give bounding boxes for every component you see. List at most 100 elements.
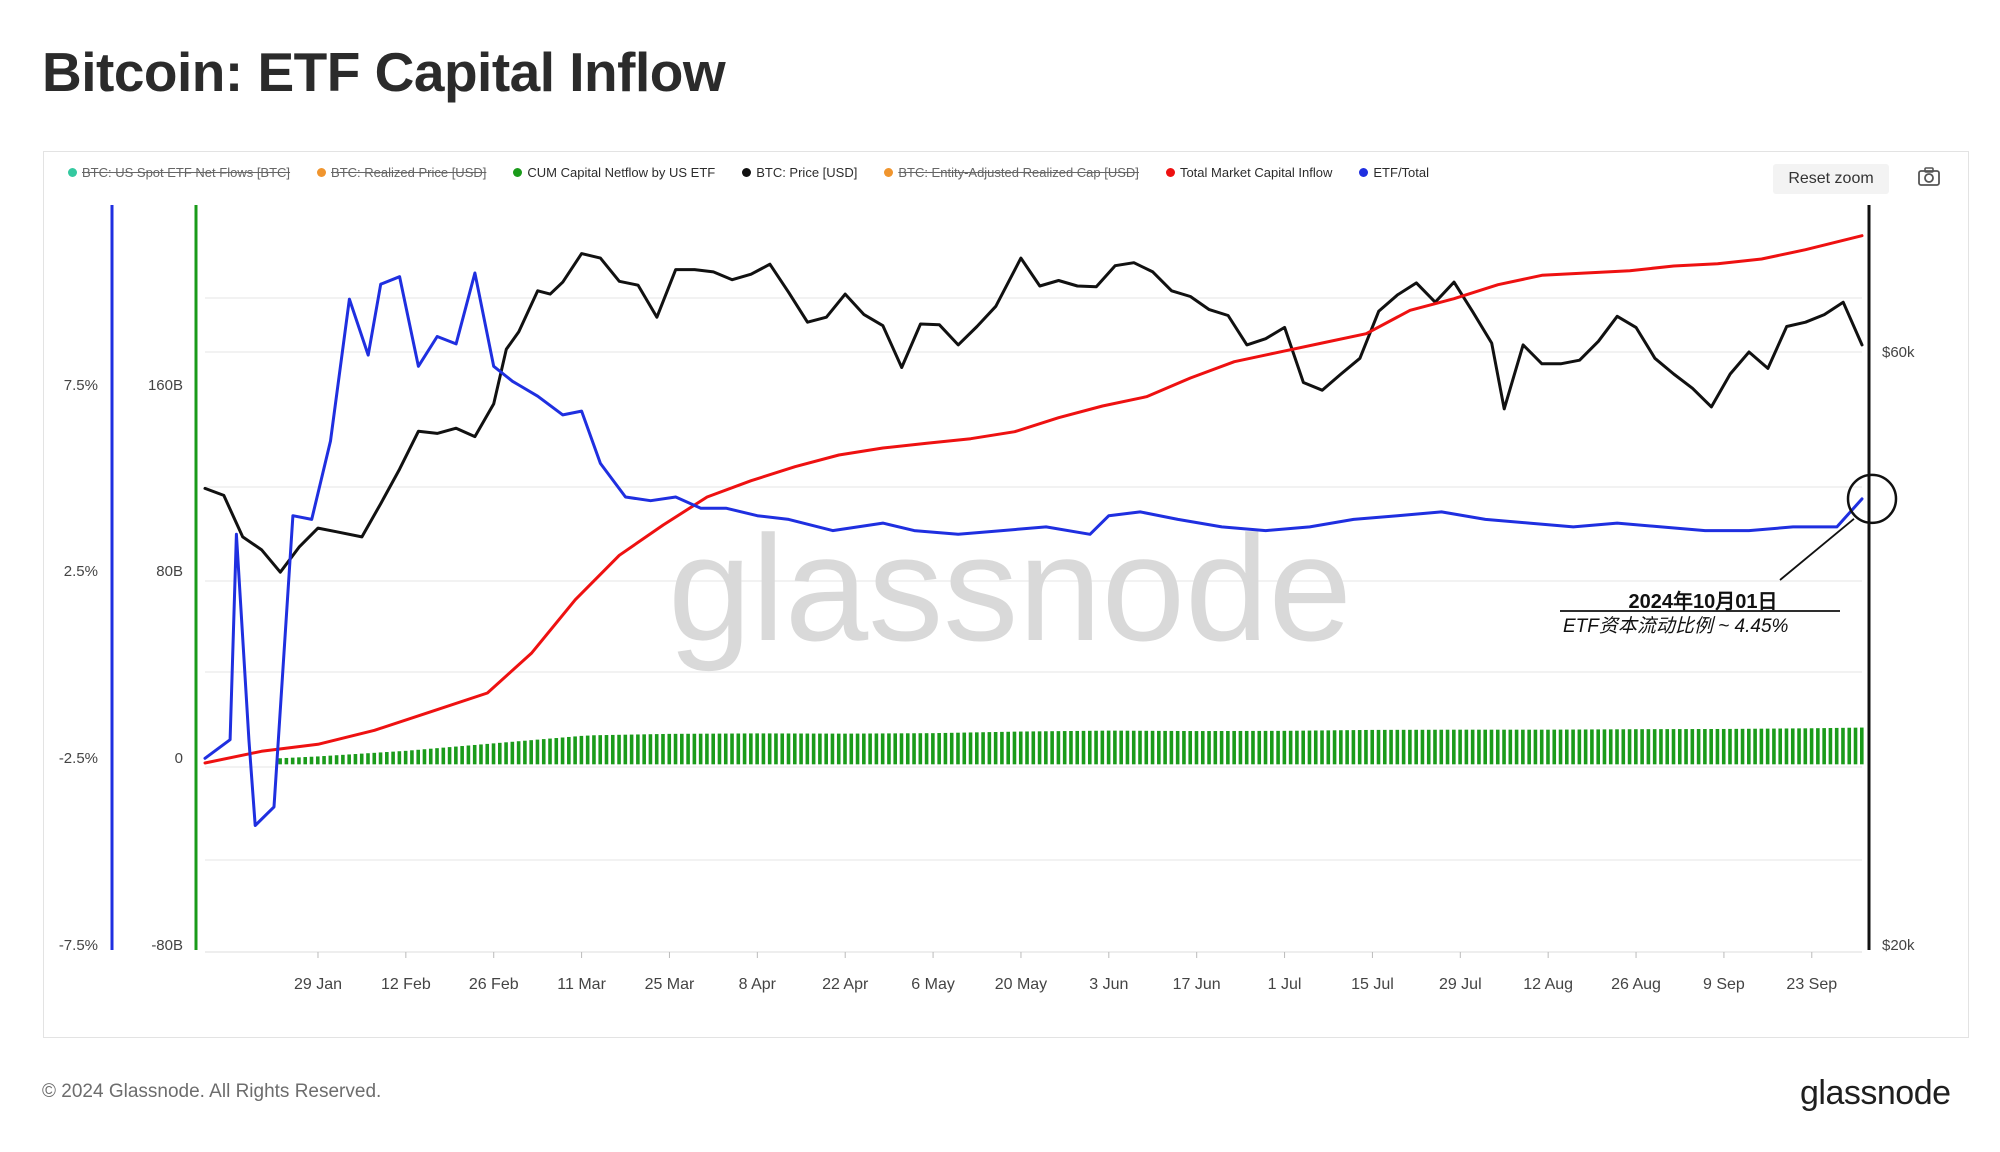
etf-netflow-bar [824, 733, 828, 765]
etf-netflow-bar [523, 740, 527, 765]
etf-netflow-bar [410, 750, 414, 765]
etf-netflow-bar [366, 753, 370, 765]
etf-netflow-bar [755, 733, 759, 765]
legend-item[interactable]: Total Market Capital Inflow [1165, 164, 1333, 180]
etf-netflow-bar [749, 733, 753, 765]
etf-netflow-bar [1182, 731, 1186, 765]
etf-netflow-bar [849, 733, 854, 765]
etf-netflow-bar [1106, 730, 1111, 765]
etf-netflow-bar [1577, 729, 1582, 765]
etf-netflow-bar [1433, 729, 1437, 765]
btc-price-line [203, 252, 1864, 574]
etf-netflow-bar [1370, 729, 1375, 765]
etf-netflow-bar [1018, 731, 1023, 765]
etf-netflow-bar [830, 733, 835, 765]
etf-netflow-bar [1144, 730, 1149, 765]
etf-netflow-bar [1740, 728, 1745, 765]
etf-netflow-bar [636, 734, 640, 765]
etf-netflow-bar [1671, 729, 1676, 765]
etf-netflow-bar [592, 735, 596, 765]
etf-netflow-bar [454, 746, 458, 765]
etf-netflow-bar [447, 747, 452, 765]
etf-netflow-bar [1125, 730, 1130, 765]
etf-netflow-bar [416, 749, 421, 765]
etf-netflow-bar [767, 733, 772, 765]
etf-netflow-bar [1747, 728, 1751, 765]
legend-label: ETF/Total [1373, 164, 1430, 180]
total-capital-inflow-line [203, 234, 1864, 765]
etf-netflow-bar [949, 732, 954, 765]
legend-item[interactable]: BTC: Entity-Adjusted Realized Cap [USD] [884, 165, 1139, 180]
etf-netflow-bar [1696, 729, 1701, 765]
etf-netflow-bar [441, 747, 446, 765]
legend-item[interactable]: CUM Capital Netflow by US ETF [513, 165, 715, 180]
etf-netflow-bar [1521, 729, 1525, 765]
usd-tick-label: 160B [148, 377, 183, 394]
etf-netflow-bar [472, 744, 477, 765]
x-tick-label: 26 Aug [1611, 976, 1661, 993]
etf-netflow-bar [918, 733, 923, 765]
etf-netflow-bar [924, 733, 929, 765]
etf-netflow-bar [1640, 729, 1644, 765]
etf-netflow-bar [585, 735, 590, 765]
etf-netflow-bar [1307, 730, 1312, 765]
x-tick-label: 1 Jul [1268, 976, 1302, 993]
etf-netflow-bar [899, 733, 904, 765]
etf-netflow-bar [1395, 729, 1400, 765]
etf-netflow-bar [1301, 730, 1305, 765]
etf-netflow-bar [1615, 729, 1619, 765]
legend-item[interactable]: ETF/Total [1359, 165, 1429, 180]
etf-netflow-bar [698, 733, 703, 765]
etf-netflow-bar [1552, 729, 1557, 765]
reset-zoom-button[interactable]: Reset zoom [1773, 164, 1889, 194]
etf-netflow-bar [604, 735, 609, 765]
price-tick-label: $60k [1882, 344, 1915, 361]
etf-netflow-bar [1452, 729, 1456, 765]
etf-netflow-bar [504, 742, 508, 765]
camera-icon[interactable] [1917, 166, 1941, 188]
etf-netflow-bar [541, 739, 546, 765]
etf-netflow-bar [1138, 730, 1142, 765]
pct-tick-label: 7.5% [64, 377, 98, 394]
legend-dot [68, 167, 77, 177]
etf-netflow-bar [428, 748, 433, 765]
x-tick-label: 3 Jun [1089, 976, 1128, 993]
etf-netflow-bar [391, 751, 395, 765]
etf-netflow-bar [334, 755, 339, 765]
etf-netflow-bar [284, 757, 289, 765]
etf-netflow-bar [359, 753, 364, 765]
legend-dot [317, 167, 327, 177]
usd-tick-label: 0 [175, 750, 183, 767]
etf-netflow-bar [661, 733, 665, 765]
price-tick-label: $20k [1882, 937, 1915, 954]
etf-netflow-bar [1596, 729, 1600, 765]
etf-netflow-bar [1527, 729, 1531, 765]
etf-netflow-bar [1634, 729, 1638, 765]
etf-netflow-bar [328, 755, 333, 765]
etf-netflow-bar [629, 734, 634, 765]
etf-netflow-bar [1351, 730, 1356, 765]
etf-netflow-bar [692, 733, 697, 765]
footer-logo: glassnode [1800, 1074, 1951, 1112]
etf-netflow-bar [1025, 731, 1029, 765]
legend-item[interactable]: BTC: Price [USD] [742, 165, 857, 180]
etf-netflow-bar [1546, 729, 1550, 765]
legend-item[interactable]: BTC: Realized Price [USD] [317, 165, 486, 180]
etf-netflow-bar [1426, 729, 1431, 765]
etf-netflow-bar [1458, 729, 1462, 765]
etf-netflow-bar [1113, 730, 1117, 765]
legend-label: Total Market Capital Inflow [1179, 164, 1333, 180]
annotation-circle [1846, 473, 1898, 525]
etf-netflow-bar [1012, 731, 1017, 765]
etf-netflow-bar [805, 733, 810, 765]
etf-netflow-bar [1803, 728, 1808, 765]
etf-netflow-bar [1684, 729, 1688, 765]
etf-netflow-bar [1094, 730, 1098, 765]
etf-netflow-bar [730, 733, 734, 765]
legend-item[interactable]: BTC: US Spot ETF Net Flows [BTC] [68, 165, 290, 180]
etf-netflow-bar [1357, 730, 1362, 765]
etf-netflow-bar [811, 733, 816, 765]
etf-netflow-bar [893, 733, 898, 765]
etf-netflow-bar [378, 752, 383, 765]
etf-netflow-bar [403, 750, 408, 765]
